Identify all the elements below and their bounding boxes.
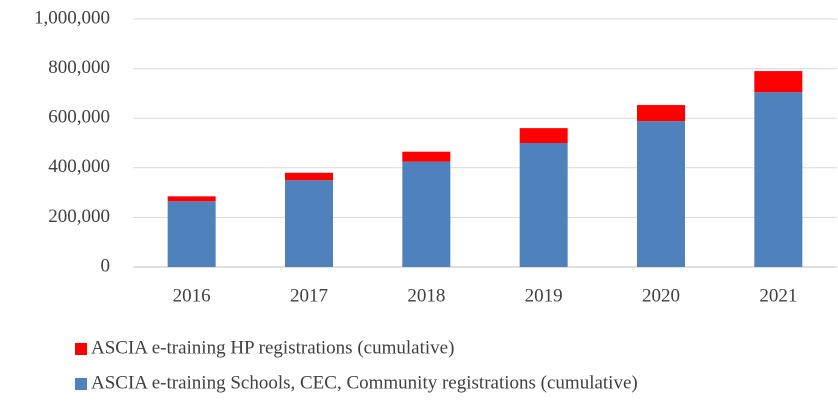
- bar-segment: [754, 92, 803, 267]
- x-tick-label: 2016: [173, 285, 211, 306]
- x-tick-label: 2021: [759, 285, 797, 306]
- x-tick-label: 2018: [407, 285, 445, 306]
- bar-segment: [285, 172, 333, 181]
- legend-swatch: [75, 343, 87, 355]
- x-tick-label: 2020: [642, 285, 680, 306]
- y-tick-label: 400,000: [48, 156, 110, 177]
- bar-segment: [637, 121, 685, 268]
- bar-segment: [519, 128, 568, 143]
- bar-segment: [285, 180, 333, 267]
- y-tick-label: 1,000,000: [34, 7, 110, 28]
- y-tick-label: 0: [101, 255, 111, 276]
- bar-segment: [754, 71, 803, 93]
- x-tick-label: 2017: [290, 285, 328, 306]
- bar-segment: [402, 151, 451, 162]
- y-tick-label: 800,000: [48, 57, 110, 78]
- bar-segment: [637, 105, 685, 122]
- legend-label: ASCIA e-training Schools, CEC, Community…: [91, 372, 638, 393]
- legend-swatch: [75, 378, 87, 390]
- bar-segment: [167, 196, 216, 202]
- bar-segment: [519, 143, 568, 267]
- x-tick-label: 2019: [525, 285, 563, 306]
- y-tick-label: 600,000: [48, 107, 110, 128]
- bar-segment: [167, 201, 216, 267]
- bar-segment: [402, 161, 451, 267]
- legend-label: ASCIA e-training HP registrations (cumul…: [91, 337, 454, 358]
- y-tick-label: 200,000: [48, 206, 110, 227]
